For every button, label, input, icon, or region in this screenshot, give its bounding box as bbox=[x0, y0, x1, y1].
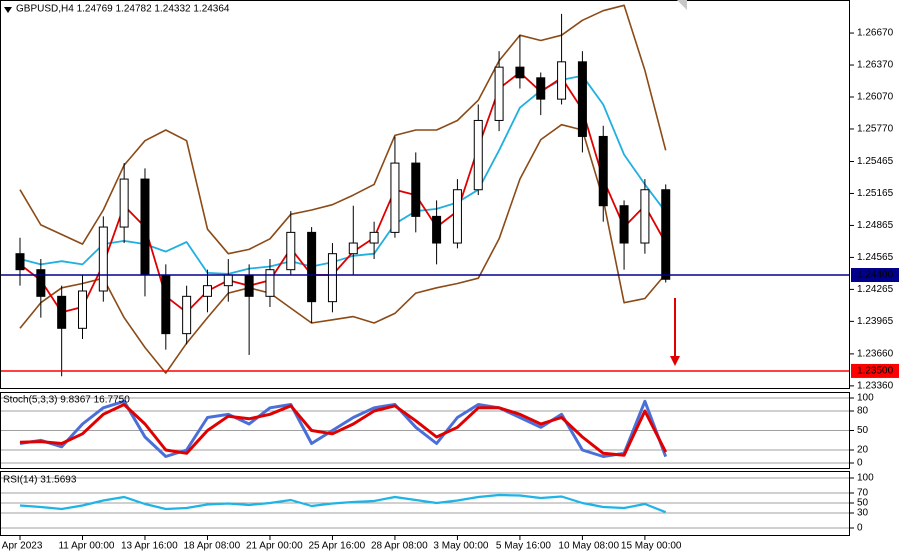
candle-body bbox=[432, 215, 442, 244]
price-level-label: 1.24400 bbox=[857, 270, 894, 281]
x-tick-label: 11 Apr 00:00 bbox=[58, 541, 114, 552]
indicator-line bbox=[19, 403, 668, 457]
candle-body bbox=[473, 119, 483, 191]
candle-body bbox=[182, 295, 192, 335]
x-tick-label: 25 Apr 16:00 bbox=[308, 541, 365, 552]
candle-body bbox=[223, 274, 233, 287]
y-tick-label: 1.23965 bbox=[857, 316, 894, 327]
candle-body bbox=[36, 269, 46, 297]
price-level-label: 1.23500 bbox=[857, 366, 894, 377]
y-tick-label: 1.24265 bbox=[857, 284, 894, 295]
y-tick-label: 0 bbox=[857, 458, 863, 469]
candle-body bbox=[57, 295, 67, 329]
candle-body bbox=[286, 231, 296, 271]
plot-layer bbox=[0, 4, 854, 529]
candle-body bbox=[15, 253, 25, 271]
y-tick-label: 1.24565 bbox=[857, 252, 894, 263]
candle-body bbox=[619, 205, 629, 244]
candle-body bbox=[202, 285, 212, 297]
y-tick-label: 1.26070 bbox=[857, 92, 894, 103]
candle-body bbox=[390, 162, 400, 233]
y-tick-label: 20 bbox=[857, 445, 869, 456]
x-tick-label: 21 Apr 00:00 bbox=[246, 541, 303, 552]
candle-body bbox=[348, 242, 358, 255]
candle-body bbox=[452, 189, 462, 244]
candle-body bbox=[244, 274, 254, 297]
y-tick-label: 70 bbox=[857, 488, 869, 499]
y-tick-label: 50 bbox=[857, 425, 869, 436]
candle-body bbox=[536, 77, 546, 100]
indicator-line bbox=[19, 123, 667, 374]
y-tick-label: 1.23360 bbox=[857, 381, 894, 392]
y-tick-label: 1.25465 bbox=[857, 156, 894, 167]
x-tick-label: 10 May 08:00 bbox=[558, 541, 619, 552]
menu-triangle[interactable] bbox=[4, 7, 12, 13]
x-tick-label: 13 Apr 16:00 bbox=[121, 541, 178, 552]
y-tick-label: 80 bbox=[857, 406, 869, 417]
x-tick-label: 18 Apr 08:00 bbox=[183, 541, 240, 552]
y-tick-label: 1.25770 bbox=[857, 124, 894, 135]
panel-title: Stoch(5,3,3) 9.8367 16.7750 bbox=[3, 395, 130, 406]
candle-body bbox=[265, 269, 275, 297]
x-tick-label: 3 May 00:00 bbox=[433, 541, 488, 552]
price-level-box bbox=[851, 363, 899, 378]
y-tick-label: 100 bbox=[857, 473, 874, 484]
candle-body bbox=[598, 135, 608, 207]
candle-body bbox=[640, 189, 650, 244]
candle-body bbox=[369, 231, 379, 244]
y-tick-label: 1.26670 bbox=[857, 28, 894, 39]
shift-marker bbox=[677, 0, 687, 10]
x-tick-label: 6 Apr 2023 bbox=[0, 541, 43, 552]
candle-body bbox=[77, 290, 87, 329]
y-tick-label: 1.26370 bbox=[857, 60, 894, 71]
candle-body bbox=[119, 178, 129, 228]
main-panel-frame bbox=[0, 0, 850, 389]
panel-title: GBPUSD,H4 1.24769 1.24782 1.24332 1.2436… bbox=[16, 4, 230, 15]
candle-body bbox=[98, 226, 108, 292]
candle-body bbox=[515, 66, 525, 79]
candle-body bbox=[661, 189, 671, 280]
candle-body bbox=[307, 231, 317, 303]
arrow-head bbox=[670, 356, 680, 366]
indicator-line bbox=[19, 4, 667, 255]
price-level-box bbox=[851, 268, 899, 283]
y-tick-label: 0 bbox=[857, 523, 863, 534]
candle-body bbox=[161, 274, 171, 335]
y-tick-label: 1.25165 bbox=[857, 188, 894, 199]
indicator-line bbox=[19, 493, 667, 514]
y-tick-label: 100 bbox=[857, 393, 874, 404]
x-tick-label: 15 May 00:00 bbox=[621, 541, 682, 552]
x-tick-label: 28 Apr 08:00 bbox=[371, 541, 428, 552]
candle-body bbox=[557, 61, 567, 100]
rsi-panel-frame bbox=[0, 471, 850, 536]
y-tick-label: 30 bbox=[857, 508, 869, 519]
candle-body bbox=[411, 162, 421, 217]
y-tick-label: 1.23660 bbox=[857, 349, 894, 360]
y-tick-label: 1.24865 bbox=[857, 220, 894, 231]
y-tick-label: 50 bbox=[857, 498, 869, 509]
candle-body bbox=[327, 253, 337, 303]
x-tick-label: 5 May 16:00 bbox=[496, 541, 551, 552]
panel-title: RSI(14) 31.5693 bbox=[3, 475, 77, 486]
candle-body bbox=[140, 178, 150, 276]
stoch-panel-frame bbox=[0, 392, 850, 469]
candle-body bbox=[494, 66, 504, 121]
candle-body bbox=[577, 61, 587, 137]
